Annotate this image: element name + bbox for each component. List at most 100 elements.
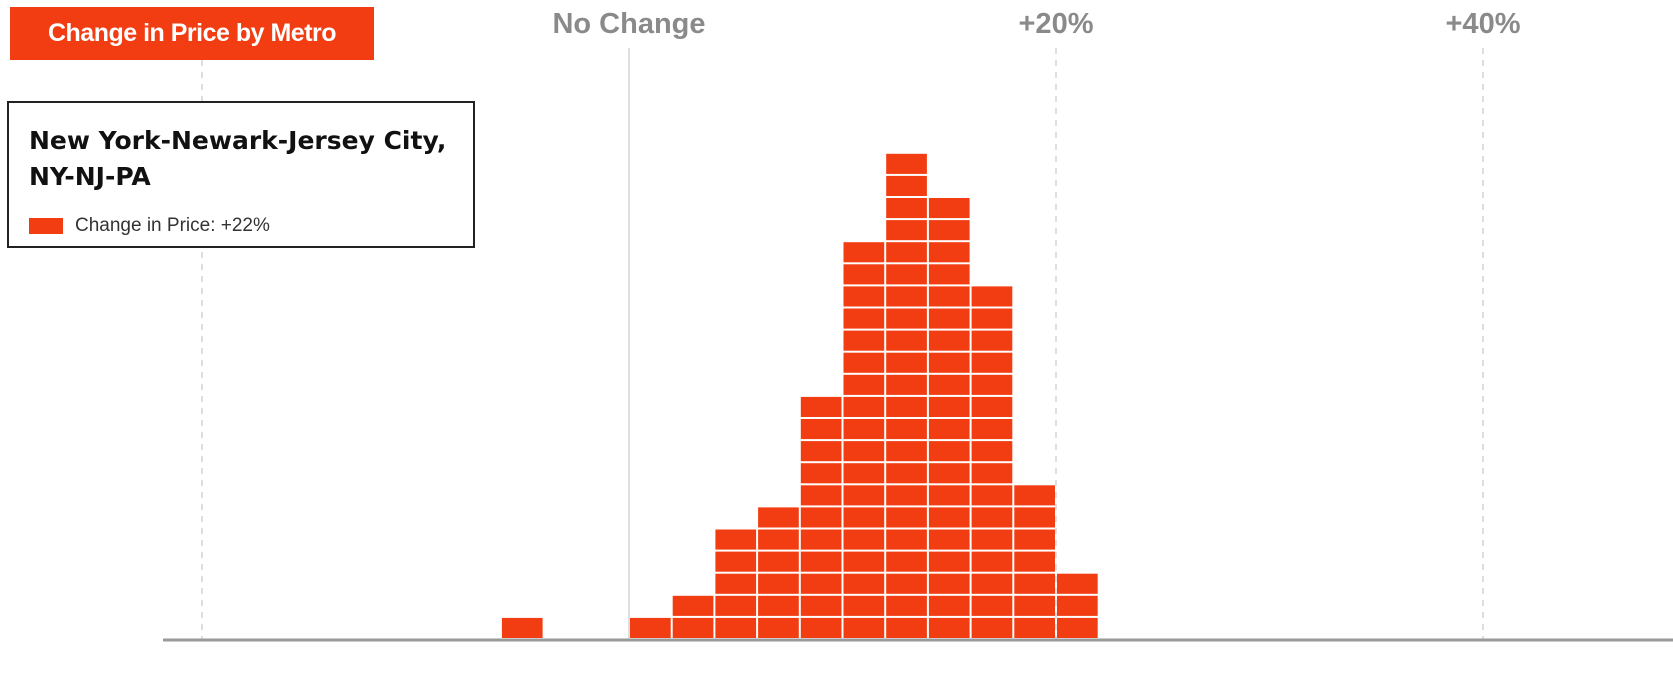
metro-unit[interactable] xyxy=(971,529,1013,550)
metro-unit[interactable] xyxy=(1014,617,1055,638)
metro-unit[interactable] xyxy=(843,617,885,638)
metro-unit[interactable] xyxy=(1057,595,1098,616)
metro-unit[interactable] xyxy=(928,463,970,484)
metro-unit[interactable] xyxy=(971,507,1013,528)
metro-unit[interactable] xyxy=(800,529,842,550)
metro-unit[interactable] xyxy=(800,396,842,417)
metro-unit[interactable] xyxy=(843,463,885,484)
metro-unit[interactable] xyxy=(886,264,927,285)
metro-unit[interactable] xyxy=(843,485,885,506)
metro-unit[interactable] xyxy=(843,529,885,550)
metro-unit[interactable] xyxy=(1014,485,1055,506)
metro-unit[interactable] xyxy=(928,352,970,373)
metro-unit[interactable] xyxy=(843,286,885,307)
metro-unit[interactable] xyxy=(971,286,1013,307)
metro-unit[interactable] xyxy=(843,396,885,417)
metro-unit[interactable] xyxy=(886,396,927,417)
metro-unit[interactable] xyxy=(843,441,885,462)
metro-unit[interactable] xyxy=(843,352,885,373)
metro-unit[interactable] xyxy=(886,175,927,196)
metro-unit[interactable] xyxy=(971,374,1013,395)
metro-unit[interactable] xyxy=(928,374,970,395)
metro-unit[interactable] xyxy=(758,573,799,594)
metro-unit[interactable] xyxy=(928,242,970,263)
metro-unit[interactable] xyxy=(886,419,927,440)
metro-unit[interactable] xyxy=(1014,529,1055,550)
metro-unit[interactable] xyxy=(843,573,885,594)
metro-unit[interactable] xyxy=(886,551,927,572)
metro-unit[interactable] xyxy=(800,419,842,440)
metro-unit[interactable] xyxy=(971,485,1013,506)
metro-unit[interactable] xyxy=(630,617,671,638)
metro-unit[interactable] xyxy=(800,573,842,594)
metro-unit[interactable] xyxy=(971,463,1013,484)
metro-unit[interactable] xyxy=(501,617,543,638)
metro-unit[interactable] xyxy=(672,617,714,638)
metro-unit[interactable] xyxy=(1014,551,1055,572)
metro-unit[interactable] xyxy=(886,573,927,594)
metro-unit[interactable] xyxy=(800,551,842,572)
metro-unit[interactable] xyxy=(758,529,799,550)
metro-unit[interactable] xyxy=(886,617,927,638)
metro-unit[interactable] xyxy=(843,374,885,395)
metro-unit[interactable] xyxy=(971,419,1013,440)
metro-unit[interactable] xyxy=(715,617,757,638)
metro-unit[interactable] xyxy=(886,529,927,550)
metro-unit[interactable] xyxy=(971,441,1013,462)
metro-unit[interactable] xyxy=(971,617,1013,638)
metro-unit[interactable] xyxy=(843,242,885,263)
metro-unit[interactable] xyxy=(800,485,842,506)
metro-unit[interactable] xyxy=(886,286,927,307)
metro-unit[interactable] xyxy=(715,529,757,550)
metro-unit[interactable] xyxy=(886,153,927,174)
metro-unit[interactable] xyxy=(800,617,842,638)
metro-unit[interactable] xyxy=(715,551,757,572)
metro-unit[interactable] xyxy=(928,617,970,638)
metro-unit[interactable] xyxy=(928,419,970,440)
metro-unit[interactable] xyxy=(928,198,970,219)
metro-unit[interactable] xyxy=(758,595,799,616)
metro-unit[interactable] xyxy=(928,396,970,417)
metro-unit[interactable] xyxy=(800,463,842,484)
metro-unit[interactable] xyxy=(928,308,970,329)
metro-unit[interactable] xyxy=(928,441,970,462)
metro-unit[interactable] xyxy=(1014,595,1055,616)
metro-unit[interactable] xyxy=(843,551,885,572)
metro-unit[interactable] xyxy=(971,551,1013,572)
metro-unit[interactable] xyxy=(843,507,885,528)
metro-unit[interactable] xyxy=(1014,507,1055,528)
metro-unit[interactable] xyxy=(971,573,1013,594)
metro-unit[interactable] xyxy=(1014,573,1055,594)
metro-unit[interactable] xyxy=(928,485,970,506)
metro-unit[interactable] xyxy=(715,595,757,616)
metro-unit[interactable] xyxy=(971,396,1013,417)
metro-unit[interactable] xyxy=(928,529,970,550)
metro-unit[interactable] xyxy=(971,330,1013,351)
metro-unit[interactable] xyxy=(800,595,842,616)
metro-unit[interactable] xyxy=(971,352,1013,373)
metro-unit[interactable] xyxy=(800,441,842,462)
metro-unit[interactable] xyxy=(971,308,1013,329)
metro-unit[interactable] xyxy=(928,286,970,307)
metro-unit[interactable] xyxy=(758,551,799,572)
metro-unit[interactable] xyxy=(928,220,970,241)
metro-unit[interactable] xyxy=(758,617,799,638)
metro-unit[interactable] xyxy=(886,308,927,329)
metro-unit[interactable] xyxy=(672,595,714,616)
metro-unit[interactable] xyxy=(886,220,927,241)
metro-unit[interactable] xyxy=(1057,617,1098,638)
metro-unit[interactable] xyxy=(886,352,927,373)
metro-unit[interactable] xyxy=(886,485,927,506)
metro-unit[interactable] xyxy=(843,264,885,285)
metro-unit[interactable] xyxy=(928,595,970,616)
metro-unit[interactable] xyxy=(928,264,970,285)
metro-unit[interactable] xyxy=(758,507,799,528)
metro-unit[interactable] xyxy=(928,551,970,572)
metro-unit[interactable] xyxy=(971,595,1013,616)
metro-unit[interactable] xyxy=(886,441,927,462)
metro-unit[interactable] xyxy=(886,198,927,219)
metro-unit[interactable] xyxy=(886,374,927,395)
metro-unit[interactable] xyxy=(886,242,927,263)
metro-unit[interactable] xyxy=(886,595,927,616)
metro-unit[interactable] xyxy=(843,330,885,351)
